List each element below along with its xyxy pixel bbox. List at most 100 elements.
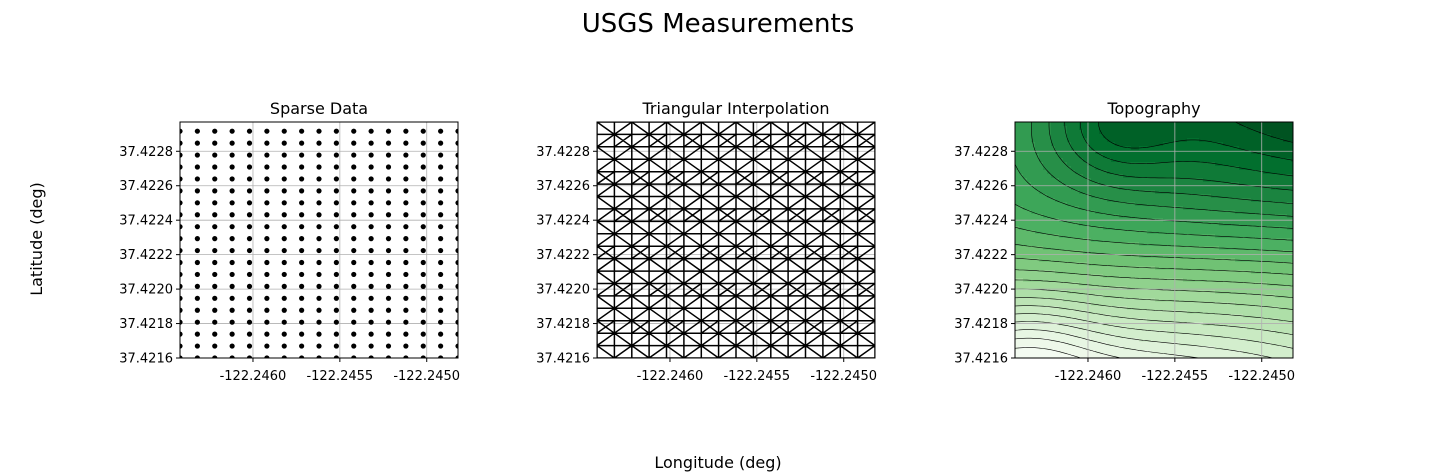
data-point (180, 307, 183, 313)
contour-line (1015, 244, 1293, 264)
data-point (455, 283, 458, 289)
contour-lines (1015, 122, 1293, 358)
data-point (316, 176, 322, 182)
data-point (333, 236, 339, 242)
data-point (194, 307, 200, 313)
data-point (333, 295, 339, 301)
data-point (351, 140, 357, 146)
data-point (333, 247, 339, 254)
data-point (385, 188, 392, 194)
contour-line (1015, 347, 1081, 358)
data-point (455, 247, 458, 254)
data-point (403, 188, 409, 194)
data-point (438, 140, 444, 146)
y-tick-label: 37.4218 (954, 317, 1008, 332)
data-point (403, 343, 409, 349)
data-point (299, 247, 305, 254)
data-point (299, 236, 305, 242)
data-point (333, 176, 339, 182)
contour-line (1048, 122, 1293, 204)
data-point (180, 200, 183, 206)
data-point (212, 319, 218, 325)
data-point (180, 152, 183, 158)
data-point (438, 271, 444, 278)
data-point (229, 331, 235, 337)
data-point (438, 236, 444, 242)
data-point (194, 331, 200, 337)
data-point (420, 331, 426, 337)
data-point (385, 152, 392, 158)
data-point (299, 355, 305, 358)
data-point (420, 283, 426, 289)
data-point (333, 200, 339, 206)
data-point (351, 200, 357, 206)
contour-line (1031, 122, 1293, 217)
axes-frame (1014, 121, 1294, 359)
data-point (212, 140, 218, 146)
data-point (229, 188, 235, 194)
data-point (229, 224, 235, 230)
data-point (385, 343, 392, 349)
data-point (246, 140, 253, 146)
data-point (455, 319, 458, 325)
data-point (455, 343, 458, 349)
axes-frame (179, 121, 459, 359)
data-point (351, 212, 357, 218)
data-point (264, 188, 270, 194)
x-tick-label: -122.2455 (1141, 369, 1208, 384)
data-point (264, 212, 270, 218)
data-point (246, 128, 253, 134)
data-point (229, 259, 235, 266)
data-point (246, 283, 253, 289)
data-point (246, 319, 253, 325)
grid (1015, 122, 1293, 358)
data-point (264, 236, 270, 242)
contour-line (1015, 313, 1293, 349)
data-point (316, 236, 322, 242)
axes-frame (596, 121, 876, 359)
data-point (385, 319, 392, 325)
data-point (351, 224, 357, 230)
data-point (246, 164, 253, 170)
data-point (438, 247, 444, 254)
data-point (180, 331, 183, 337)
data-point (281, 283, 287, 289)
data-point (333, 224, 339, 230)
data-point (385, 200, 392, 206)
contour-line (1015, 226, 1293, 253)
data-point (403, 224, 409, 230)
data-point (246, 307, 253, 313)
data-point (299, 271, 305, 278)
data-point (281, 247, 287, 254)
data-point (246, 247, 253, 254)
data-point (368, 236, 374, 242)
data-point (420, 271, 426, 278)
data-point (368, 271, 374, 278)
data-point (281, 331, 287, 337)
data-point (420, 152, 426, 158)
data-point (299, 188, 305, 194)
y-tick-label: 37.4226 (536, 179, 590, 194)
data-point (455, 295, 458, 301)
data-point (420, 259, 426, 266)
data-point (333, 259, 339, 266)
y-tick-label: 37.4224 (954, 214, 1008, 229)
data-point (212, 247, 218, 254)
data-point (299, 152, 305, 158)
contour-line (1234, 122, 1293, 143)
data-point (229, 140, 235, 146)
data-point (212, 331, 218, 337)
grid (180, 122, 458, 358)
y-tick-label: 37.4228 (119, 145, 173, 160)
y-tick-label: 37.4226 (954, 179, 1008, 194)
data-point (420, 343, 426, 349)
data-point (229, 200, 235, 206)
data-point (299, 331, 305, 337)
data-point (194, 140, 200, 146)
data-point (246, 343, 253, 349)
data-point (351, 343, 357, 349)
x-tick-label: -122.2455 (723, 369, 790, 384)
data-point (281, 164, 287, 170)
data-point (299, 224, 305, 230)
data-point (212, 212, 218, 218)
